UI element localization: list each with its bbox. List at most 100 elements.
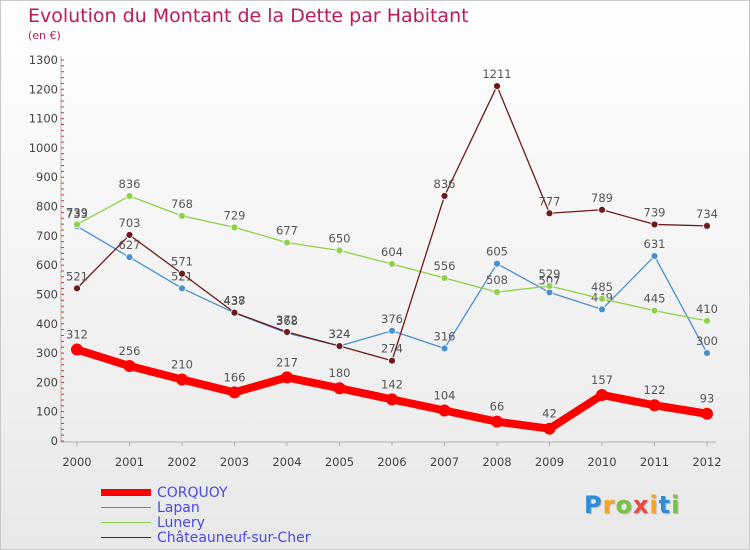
y-tick-label: 1300 xyxy=(29,53,58,67)
data-label: 571 xyxy=(171,255,193,269)
data-label: 445 xyxy=(644,292,666,306)
y-tick-label: 300 xyxy=(36,346,58,360)
data-label: 324 xyxy=(329,327,351,341)
logo-letter: i xyxy=(671,491,681,519)
logo-letter: x xyxy=(632,491,650,519)
x-tick-label: 2005 xyxy=(325,455,354,469)
x-tick-label: 2011 xyxy=(640,455,669,469)
data-point xyxy=(703,221,711,230)
data-label: 104 xyxy=(434,389,456,403)
data-label: 729 xyxy=(224,208,246,222)
data-label: 836 xyxy=(434,177,456,191)
data-point xyxy=(178,284,186,293)
legend-item: Châteauneuf-sur-Cher xyxy=(101,529,311,546)
data-point xyxy=(703,316,711,325)
legend-item: CORQUOY xyxy=(101,484,310,501)
data-point xyxy=(648,399,661,412)
data-point xyxy=(123,359,136,372)
data-label: 316 xyxy=(434,329,456,343)
data-point xyxy=(650,220,659,229)
y-tick-label: 800 xyxy=(36,200,58,214)
y-tick-label: 1200 xyxy=(29,82,58,96)
data-label: 507 xyxy=(539,273,561,287)
data-label: 93 xyxy=(700,392,715,406)
x-tick-label: 2009 xyxy=(535,455,564,469)
x-tick-label: 2003 xyxy=(220,455,249,469)
y-tick-label: 900 xyxy=(36,170,58,184)
data-label: 166 xyxy=(224,370,246,384)
y-tick-label: 0 xyxy=(51,434,58,448)
legend-label: Lunery xyxy=(157,514,205,531)
data-point xyxy=(283,238,291,247)
x-tick-label: 2008 xyxy=(482,455,511,469)
series-lunery: 739 836 768 729 677 650 604 556 508 529 485 445 410 xyxy=(66,177,718,325)
data-label: 210 xyxy=(171,357,193,371)
data-point xyxy=(701,407,713,420)
legend-swatch xyxy=(101,506,151,509)
x-tick-label: 2000 xyxy=(62,455,91,469)
data-point xyxy=(598,294,606,303)
chart-subtitle: (en €) xyxy=(28,29,61,42)
data-label: 122 xyxy=(644,383,666,397)
data-point xyxy=(125,253,134,262)
y-tick-label: 700 xyxy=(36,229,58,243)
data-point xyxy=(333,382,346,395)
legend-item: Lunery xyxy=(101,514,310,531)
x-tick-label: 2007 xyxy=(430,455,459,469)
x-tick-label: 2006 xyxy=(377,455,406,469)
data-point xyxy=(283,328,291,336)
data-label: 529 xyxy=(539,267,561,281)
y-tick-label: 400 xyxy=(36,317,58,331)
data-label: 631 xyxy=(644,237,666,251)
data-point xyxy=(228,386,241,399)
data-label: 66 xyxy=(490,400,505,414)
data-label: 1211 xyxy=(482,67,511,81)
data-label: 437 xyxy=(224,294,246,308)
data-point xyxy=(545,209,554,218)
data-label: 734 xyxy=(696,207,718,221)
series-ch-teauneuf-sur-cher: 521 703 571 438 372 324 274 836 1211 777 789 739 734 xyxy=(66,67,718,365)
legend-item: Lapan xyxy=(101,499,310,516)
data-label: 376 xyxy=(381,312,403,326)
legend-swatch xyxy=(101,536,151,539)
logo-letter: i xyxy=(649,491,659,519)
data-label: 372 xyxy=(276,313,298,327)
data-point xyxy=(230,308,239,317)
data-label: 410 xyxy=(696,302,718,316)
data-label: 650 xyxy=(329,232,351,246)
data-label: 627 xyxy=(119,238,141,252)
legend-label: Lapan xyxy=(157,499,200,516)
legend-label: CORQUOY xyxy=(157,484,228,501)
data-point xyxy=(440,192,449,200)
data-point xyxy=(493,82,501,90)
data-label: 768 xyxy=(171,197,193,211)
series-lapan: 733627521437368324376316605507449631300 xyxy=(66,207,718,357)
data-label: 274 xyxy=(381,342,403,356)
data-point xyxy=(650,306,659,315)
logo-letter: o xyxy=(615,491,633,519)
proxiti-logo: Proxiti xyxy=(584,491,680,519)
data-point xyxy=(125,231,134,239)
data-point xyxy=(388,356,396,365)
data-point xyxy=(125,192,134,200)
legend-label: Châteauneuf-sur-Cher xyxy=(157,529,311,546)
data-point xyxy=(386,393,398,406)
data-label: 300 xyxy=(696,334,718,348)
legend-swatch xyxy=(101,489,151,496)
x-tick-label: 2012 xyxy=(692,455,721,469)
y-tick-label: 1000 xyxy=(29,141,58,155)
logo-letter: t xyxy=(658,491,672,519)
y-tick-label: 600 xyxy=(36,258,58,272)
data-point xyxy=(73,284,81,293)
data-point xyxy=(281,371,293,384)
data-label: 703 xyxy=(119,216,141,230)
data-point xyxy=(598,205,606,214)
data-point xyxy=(545,282,554,290)
y-tick-label: 100 xyxy=(36,405,58,419)
series-corquoy: 312 256 210 166 217 180 142 104 66 42 157 122 93 xyxy=(66,328,714,435)
data-label: 438 xyxy=(224,294,246,308)
data-point xyxy=(543,422,556,435)
data-label: 42 xyxy=(542,407,557,421)
data-label: 739 xyxy=(644,205,666,219)
